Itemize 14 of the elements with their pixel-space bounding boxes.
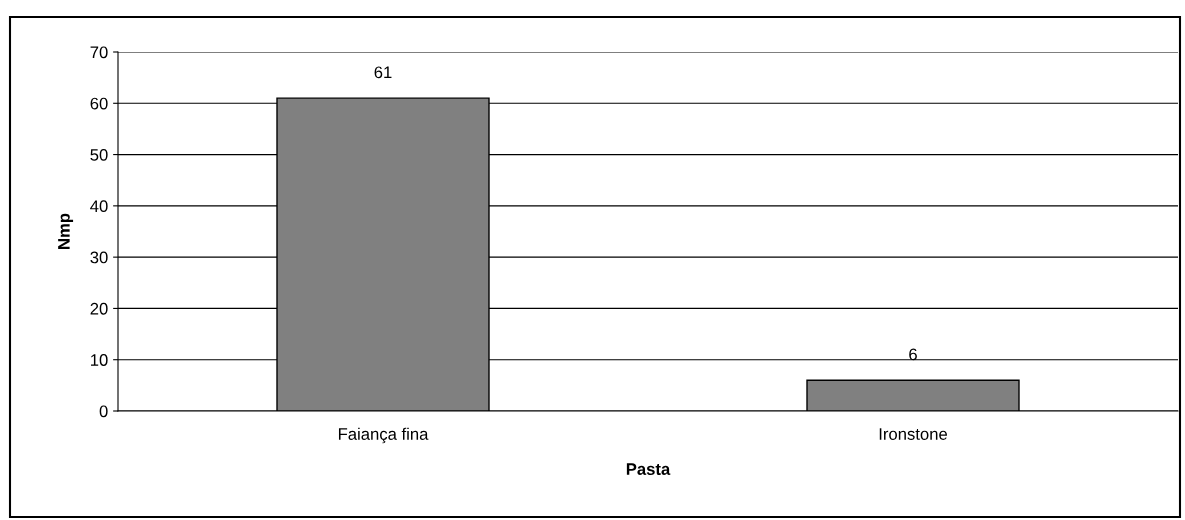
y-tick-label: 20 <box>90 302 108 315</box>
y-tick-label: 60 <box>90 97 108 110</box>
x-axis-title: Pasta <box>626 463 671 475</box>
x-tick-label: Ironstone <box>879 428 948 440</box>
x-tick-label: Faiança fina <box>338 427 429 444</box>
y-axis-title: Nmp <box>58 213 74 249</box>
data-label: 6 <box>909 348 917 361</box>
y-tick-label: 0 <box>99 405 108 418</box>
y-tick-label: 70 <box>90 46 108 59</box>
y-tick-label: 10 <box>91 354 108 366</box>
y-tick-label: 50 <box>90 148 108 161</box>
y-tick-label: 40 <box>90 200 108 213</box>
y-tick-label: 30 <box>90 251 108 264</box>
data-label: 61 <box>374 66 392 79</box>
